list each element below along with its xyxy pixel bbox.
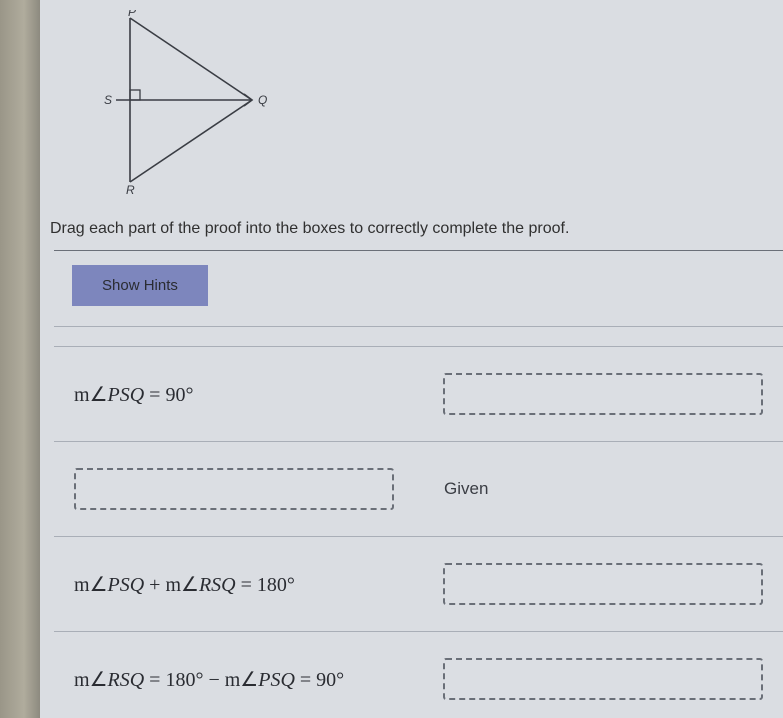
- spacer-row: [54, 327, 783, 347]
- reason-drop-target[interactable]: [443, 373, 763, 415]
- statement-cell: m∠PSQ = 90°: [74, 382, 443, 407]
- instruction-text: Drag each part of the proof into the box…: [40, 210, 783, 250]
- statement-cell: m∠RSQ = 180° − m∠PSQ = 90°: [74, 667, 443, 692]
- reason-cell: Given: [444, 479, 763, 499]
- label-P: P: [128, 10, 136, 19]
- show-hints-button[interactable]: Show Hints: [72, 265, 208, 306]
- hints-row: Show Hints: [54, 251, 783, 327]
- statement-cell: [74, 468, 444, 510]
- triangle-diagram: P S Q R: [40, 0, 783, 210]
- diagram-svg: P S Q R: [60, 10, 280, 195]
- label-R: R: [126, 183, 135, 195]
- proof-row: m∠PSQ = 90°: [54, 347, 783, 442]
- proof-row: m∠PSQ + m∠RSQ = 180°: [54, 537, 783, 632]
- page-edge-shadow: [0, 0, 40, 718]
- proof-row: Given: [54, 442, 783, 537]
- reason-cell: [443, 563, 763, 605]
- reason-cell: [443, 373, 763, 415]
- statement-cell: m∠PSQ + m∠RSQ = 180°: [74, 572, 443, 597]
- label-Q: Q: [258, 93, 267, 107]
- label-S: S: [104, 93, 112, 107]
- proof-row: m∠RSQ = 180° − m∠PSQ = 90°: [54, 632, 783, 710]
- worksheet-page: P S Q R Drag each part of the proof into…: [40, 0, 783, 718]
- reason-drop-target[interactable]: [443, 658, 763, 700]
- statement-drop-target[interactable]: [74, 468, 394, 510]
- reason-drop-target[interactable]: [443, 563, 763, 605]
- proof-panel: Show Hints m∠PSQ = 90° Given m∠PSQ + m∠RSQ…: [54, 250, 783, 710]
- reason-cell: [443, 658, 763, 700]
